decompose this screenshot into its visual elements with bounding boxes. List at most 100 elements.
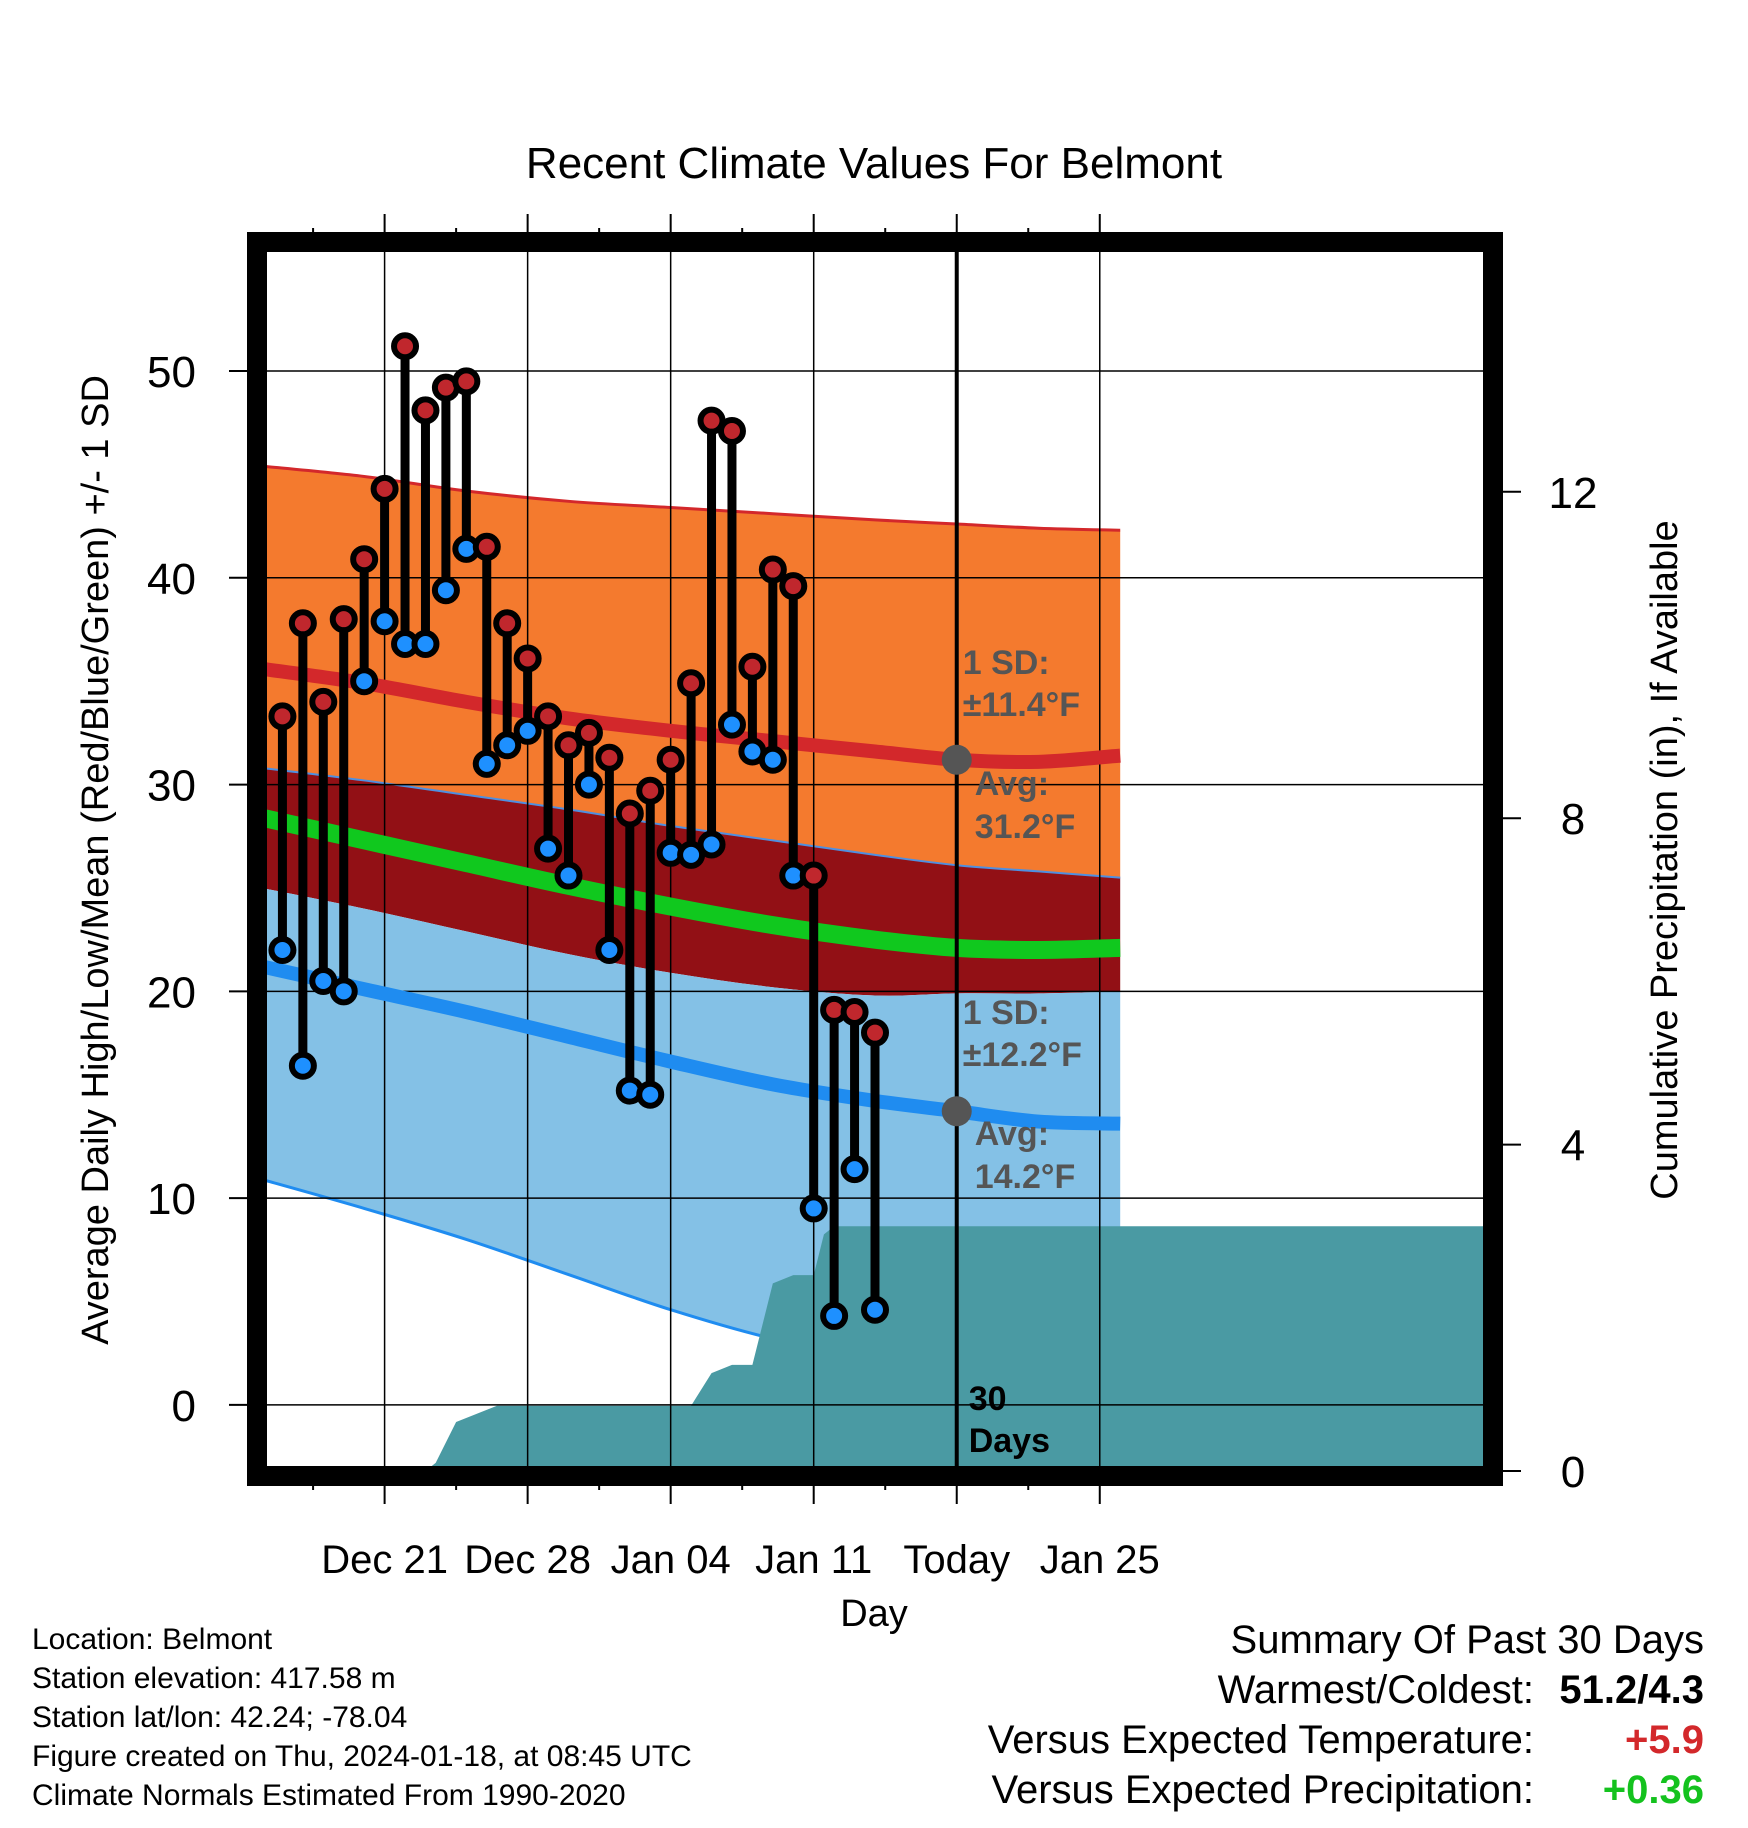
low-avg-marker [941,1096,972,1127]
high-point [493,609,522,638]
low-point [554,861,583,890]
high-point [534,702,563,731]
high-avg-value: 31.2°F [975,808,1076,846]
day-observation [697,406,726,859]
high-point [288,609,317,638]
low-sd-label: 1 SD: [963,994,1050,1032]
high-point [738,652,767,681]
elevation-line: Station elevation: 417.58 m [32,1662,396,1695]
low-point [717,710,746,739]
warm-cold-label: Warmest/Coldest: [1217,1668,1534,1712]
high-sd-label: 1 SD: [963,644,1050,682]
low-point [350,667,379,696]
high-point [309,687,338,716]
day-observation [472,532,501,778]
normals-line: Climate Normals Estimated From 1990-2020 [32,1779,626,1812]
low-point [534,834,563,863]
summary-warm-cold-row: Warmest/Coldest: 51.2/4.3 [988,1665,1704,1715]
day-observation [758,555,787,774]
day-observation [820,995,849,1330]
y2-axis-label: Cumulative Precipitation (in), If Availa… [1644,520,1686,1199]
low-point [268,935,297,964]
location-line: Location: Belmont [32,1623,273,1656]
y-axis-label: Average Daily High/Low/Mean (Red/Blue/Gr… [75,375,117,1345]
day-observation [370,474,399,636]
low-point [370,607,399,636]
x-tick-label: Jan 25 [1040,1538,1160,1582]
high-point [452,367,481,396]
temp-value: +5.9 [1625,1718,1704,1762]
day-observation [840,998,869,1184]
low-point [799,1194,828,1223]
low-point [329,977,358,1006]
summary-panel: Summary Of Past 30 Days Warmest/Coldest:… [988,1615,1704,1815]
high-point [758,555,787,584]
high-avg-marker [941,744,972,775]
high-point [391,332,420,361]
y-tick-label: 0 [172,1382,196,1431]
y-tick-label: 30 [147,762,196,811]
high-point [350,545,379,574]
day-observation [329,605,358,1006]
high-point [595,743,624,772]
day-observation [738,652,767,766]
low-point [288,1051,317,1080]
high-point [779,572,808,601]
latlon-line: Station lat/lon: 42.24; -78.04 [32,1701,408,1734]
high-point [554,731,583,760]
low-point [636,1080,665,1109]
low-point [595,935,624,964]
y2-tick-label: 8 [1561,795,1585,844]
y-tick-label: 10 [147,1175,196,1224]
x-tick-label: Dec 21 [321,1538,448,1582]
low-point [574,770,603,799]
x-tick-label: Jan 04 [611,1538,731,1582]
temp-label: Versus Expected Temperature: [987,1718,1534,1762]
y-tick-label: 50 [147,348,196,397]
normal-mean-line [262,808,1121,959]
plot-frame [247,232,1503,1486]
summary-title: Summary Of Past 30 Days [1230,1618,1704,1662]
high-point [861,1018,889,1047]
high-point [799,861,828,890]
x-tick-label: Today [903,1538,1010,1582]
day-observation [595,743,624,964]
low-point [840,1155,869,1184]
day-observation [861,1018,889,1324]
low-point [472,749,501,778]
day-observation [574,718,603,799]
station-info: Location: Belmont Station elevation: 417… [32,1620,692,1815]
chart-title: Recent Climate Values For Belmont [526,139,1222,188]
normal-low-line [262,959,1121,1131]
summary-precip-row: Versus Expected Precipitation: +0.36 [988,1765,1704,1815]
low-point [861,1295,889,1324]
low-avg-value: 14.2°F [975,1158,1076,1196]
high-point [329,605,358,634]
high-point [574,718,603,747]
day-observation [554,731,583,890]
day-observation [677,669,706,869]
day-observation [799,861,828,1223]
day-observation [636,776,665,1109]
day-observation [656,745,685,867]
high-sd-value: ±11.4°F [963,686,1080,724]
summary-temp-row: Versus Expected Temperature: +5.9 [988,1715,1704,1765]
high-point [513,644,542,673]
high-point [840,998,869,1026]
day-observation [493,609,522,760]
day-observation [288,609,317,1080]
high-point [615,799,644,828]
low-point [758,745,787,774]
low-point [493,731,522,760]
high-point [717,417,746,446]
day-observation [717,417,746,739]
y-tick-label: 40 [147,555,196,604]
high-avg-label: Avg: [975,765,1049,803]
precip-value: +0.36 [1602,1768,1704,1812]
x-tick-label: Dec 28 [464,1538,591,1582]
created-line: Figure created on Thu, 2024-01-18, at 08… [32,1740,692,1773]
x-tick-label: Jan 11 [755,1538,872,1582]
low-sd-value: ±12.2°F [963,1036,1082,1074]
day-observation [350,545,379,696]
high-point [677,669,706,698]
